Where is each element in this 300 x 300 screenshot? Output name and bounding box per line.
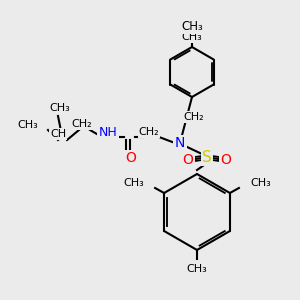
- Text: O: O: [126, 151, 136, 165]
- Text: CH₂: CH₂: [139, 127, 159, 137]
- Text: CH₃: CH₃: [250, 178, 271, 188]
- Text: CH₃: CH₃: [17, 120, 38, 130]
- Text: NH: NH: [99, 127, 117, 140]
- Text: CH₂: CH₂: [184, 112, 204, 122]
- Text: CH₃: CH₃: [123, 178, 144, 188]
- Text: S: S: [202, 149, 212, 164]
- Text: CH₃: CH₃: [182, 32, 203, 42]
- Text: CH₃: CH₃: [50, 103, 70, 113]
- Text: O: O: [183, 153, 194, 167]
- Text: CH: CH: [50, 129, 66, 139]
- Text: CH₃: CH₃: [187, 264, 207, 274]
- Text: O: O: [220, 153, 231, 167]
- Text: CH₃: CH₃: [181, 20, 203, 33]
- Text: N: N: [175, 136, 185, 150]
- Text: CH₂: CH₂: [72, 119, 92, 129]
